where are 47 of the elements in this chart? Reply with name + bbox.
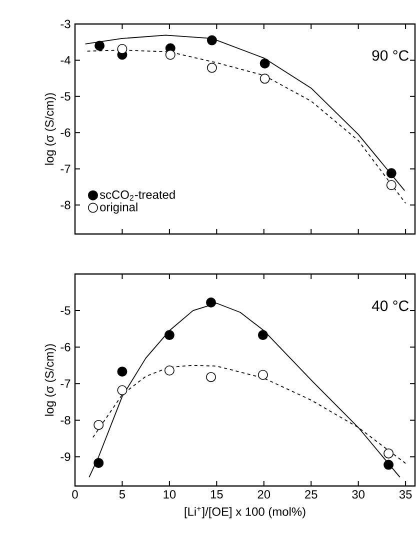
point xyxy=(384,460,394,470)
x-tick-label: 0 xyxy=(72,490,78,499)
y-tick-label: -4 xyxy=(60,56,70,64)
point xyxy=(258,330,268,340)
x-tick-label: 15 xyxy=(210,490,223,499)
y-tick-label: -8 xyxy=(60,416,70,424)
point xyxy=(94,420,104,430)
y-axis-title: log (σ (S/cm)) xyxy=(44,93,56,165)
point xyxy=(206,62,217,73)
y-tick-label: -3 xyxy=(60,20,70,28)
point xyxy=(165,50,176,60)
y-axis-title: log (σ (S/cm)) xyxy=(44,344,56,416)
x-tick-label: 20 xyxy=(258,490,270,499)
point xyxy=(164,365,174,376)
y-tick-label: -8 xyxy=(60,200,70,210)
point xyxy=(206,35,217,46)
annotation: 40 °C xyxy=(372,300,409,312)
x-axis-title: [Li$^{+}$]/[OE] x 100 (mol%) xyxy=(184,506,306,518)
x-tick-label: 25 xyxy=(305,490,318,499)
point xyxy=(206,298,216,308)
point xyxy=(117,44,128,54)
point xyxy=(164,330,174,340)
y-tick-label: -7 xyxy=(60,380,70,388)
y-tick-label: -6 xyxy=(60,128,70,137)
y-tick-label: -5 xyxy=(60,306,70,315)
annotation: 90 °C xyxy=(372,50,409,61)
point xyxy=(117,385,128,396)
y-tick-label: -9 xyxy=(60,452,70,461)
point xyxy=(386,180,396,190)
point xyxy=(206,372,216,382)
point xyxy=(260,74,270,84)
point xyxy=(260,58,270,68)
y-tick-label: -7 xyxy=(60,164,70,173)
point xyxy=(258,370,268,380)
legend-label: scCO$_{2}$-treated xyxy=(100,190,175,201)
point xyxy=(117,366,128,377)
x-tick-label: 10 xyxy=(164,490,176,499)
point xyxy=(386,168,396,178)
x-tick-label: 30 xyxy=(352,490,365,499)
y-tick-label: -6 xyxy=(60,342,70,352)
point xyxy=(94,40,105,51)
point xyxy=(94,458,104,468)
y-tick-label: -5 xyxy=(60,92,70,101)
x-tick-label: 35 xyxy=(399,490,412,499)
legend-label: original xyxy=(100,202,138,214)
x-tick-label: 5 xyxy=(119,490,126,499)
point xyxy=(384,448,394,458)
